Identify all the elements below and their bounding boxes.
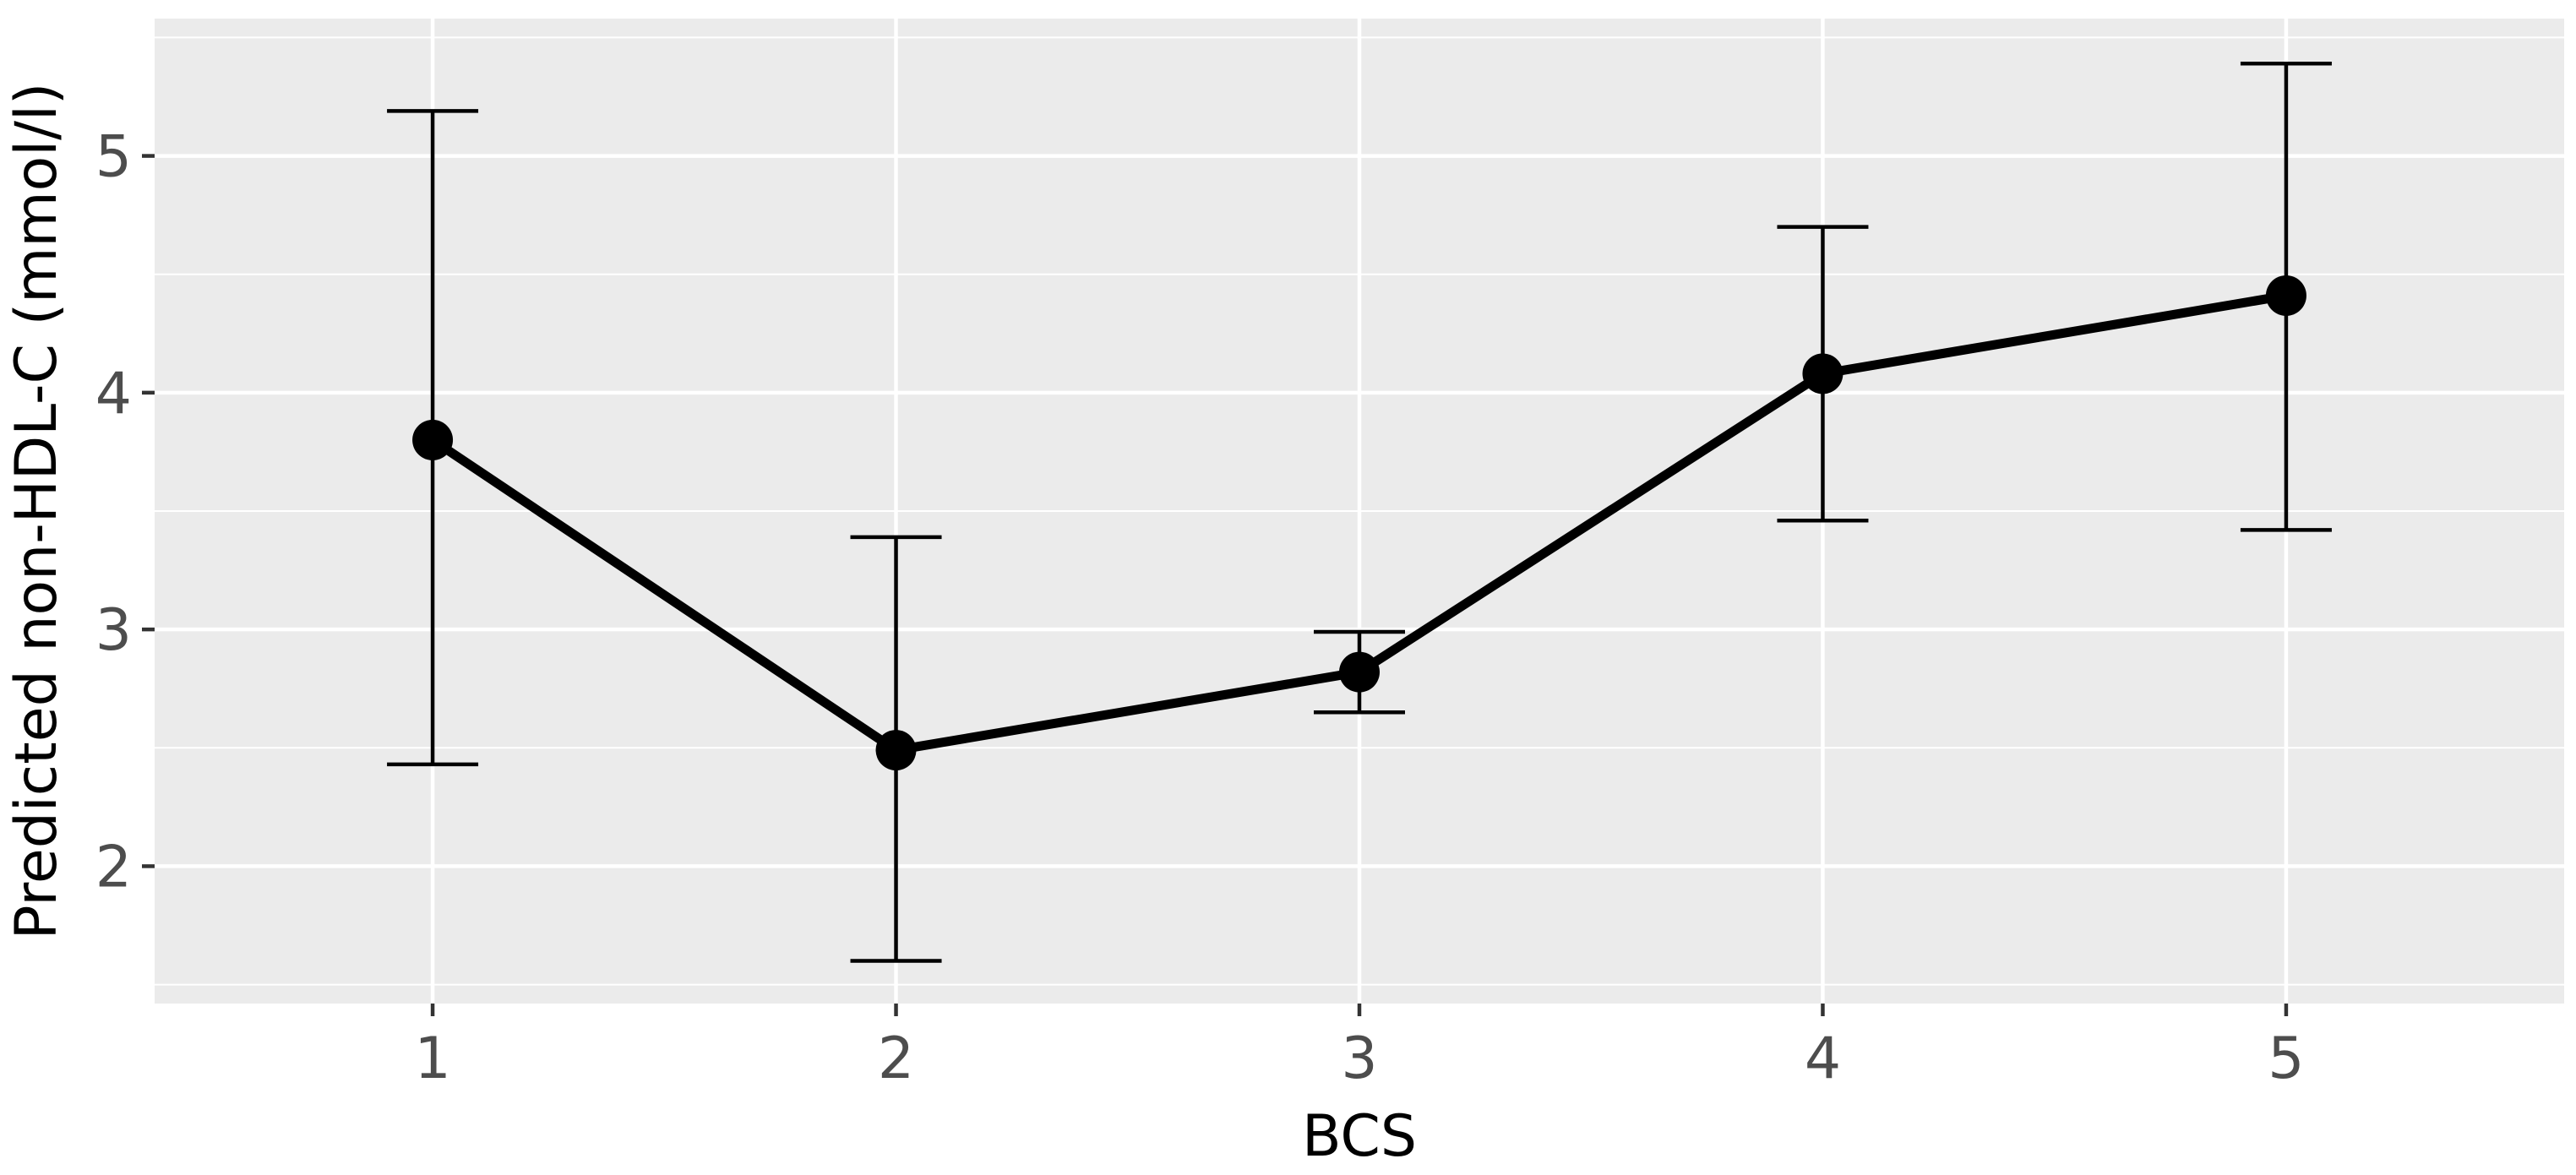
x-tick-label: 1 <box>414 1025 450 1092</box>
x-tick-label: 4 <box>1805 1025 1841 1092</box>
x-tick-label: 5 <box>2268 1025 2304 1092</box>
y-tick-label: 5 <box>95 124 132 191</box>
y-axis-title: Predicted non-HDL-C (mmol/l) <box>3 83 70 940</box>
y-tick-label: 3 <box>95 597 132 664</box>
y-tick-label: 2 <box>95 834 132 900</box>
data-point <box>2265 275 2306 316</box>
y-axis-ticks: 2 3 4 5 <box>95 124 155 900</box>
data-points <box>412 275 2306 771</box>
x-tick-label: 2 <box>878 1025 914 1092</box>
x-axis-ticks: 1 2 3 4 5 <box>414 1004 2305 1092</box>
data-point <box>412 419 454 460</box>
data-point <box>1802 353 1844 394</box>
data-point <box>1339 651 1380 693</box>
x-tick-label: 3 <box>1341 1025 1377 1092</box>
data-point <box>875 730 917 771</box>
y-tick-label: 4 <box>95 361 132 427</box>
x-axis-title: BCS <box>1302 1103 1417 1170</box>
